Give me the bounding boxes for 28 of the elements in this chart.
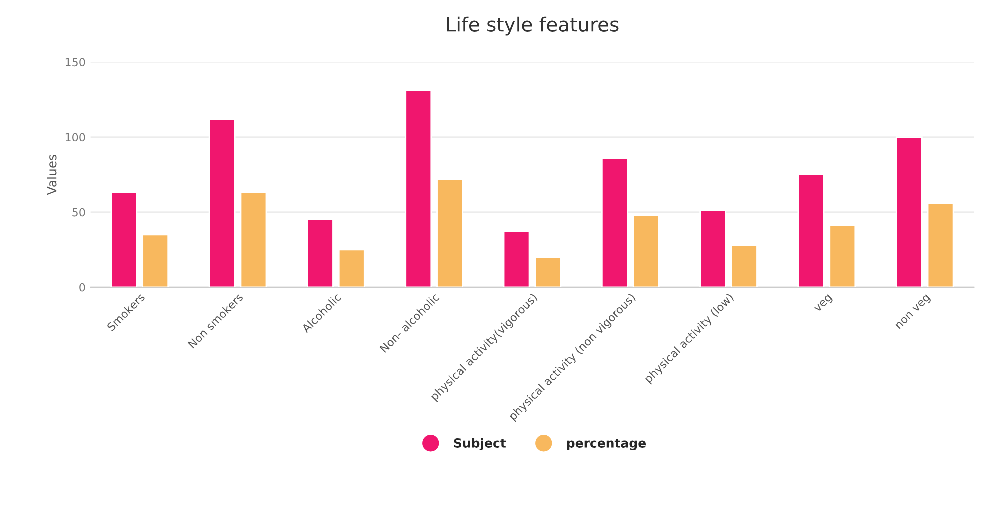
y-axis-title: Values [47, 155, 57, 196]
bar [896, 136, 923, 288]
bar [208, 118, 236, 288]
y-tick-label: 150 [66, 58, 86, 67]
bar [436, 178, 464, 288]
bar [338, 249, 366, 288]
y-tick-label: 50 [72, 208, 86, 217]
bar [632, 214, 660, 288]
y-tick-label: 0 [80, 283, 86, 292]
legend-label: percentage [567, 438, 646, 450]
bar [798, 174, 825, 288]
x-tick-label: veg [814, 294, 834, 314]
bar [927, 202, 954, 288]
chart-title: Life style features [447, 16, 619, 36]
bar [142, 234, 170, 288]
bar [307, 219, 334, 288]
bar [110, 192, 138, 288]
x-tick-label: non veg [896, 294, 932, 331]
bar [240, 192, 268, 288]
bar [534, 256, 562, 288]
bar [700, 210, 727, 288]
bar [731, 244, 758, 288]
legend-label: Subject [454, 438, 506, 450]
y-tick-label: 100 [66, 133, 86, 142]
bar [405, 90, 432, 288]
bar [503, 231, 530, 288]
bar [829, 225, 856, 288]
bar [601, 158, 628, 288]
